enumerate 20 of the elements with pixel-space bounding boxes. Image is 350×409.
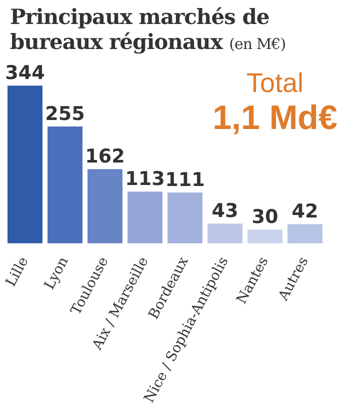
annotation: 1,1 Md€ bbox=[212, 98, 338, 138]
bar bbox=[128, 192, 162, 244]
annotation: Total bbox=[245, 68, 305, 98]
bar bbox=[8, 86, 42, 244]
x-tick-label: Lille bbox=[3, 254, 32, 290]
data-label: 111 bbox=[165, 168, 205, 191]
data-label: 43 bbox=[212, 200, 238, 222]
data-label: 344 bbox=[5, 62, 45, 84]
data-label: 42 bbox=[292, 200, 318, 223]
data-label: 113 bbox=[125, 168, 165, 190]
data-label: 162 bbox=[85, 146, 125, 168]
chart-subtitle: (en M€) bbox=[229, 35, 286, 53]
bar bbox=[208, 224, 242, 244]
bar bbox=[48, 126, 82, 244]
data-label: 30 bbox=[252, 206, 278, 228]
bar bbox=[168, 192, 202, 244]
bar bbox=[88, 169, 122, 244]
bar bbox=[248, 230, 282, 244]
data-label: 255 bbox=[45, 102, 85, 125]
bar bbox=[288, 224, 322, 244]
